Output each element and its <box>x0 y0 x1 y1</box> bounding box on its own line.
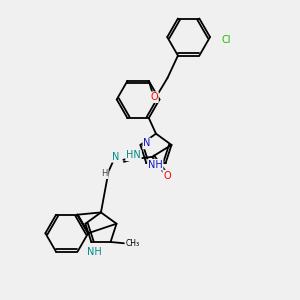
Text: HN: HN <box>126 150 141 161</box>
Text: N: N <box>112 152 119 162</box>
Text: O: O <box>150 92 158 102</box>
Text: CH₃: CH₃ <box>125 239 139 248</box>
Text: Cl: Cl <box>222 35 231 45</box>
Text: NH: NH <box>87 247 102 256</box>
Text: O: O <box>163 171 171 181</box>
Text: H: H <box>101 169 108 178</box>
Text: NH: NH <box>148 160 163 170</box>
Text: N: N <box>143 139 151 148</box>
